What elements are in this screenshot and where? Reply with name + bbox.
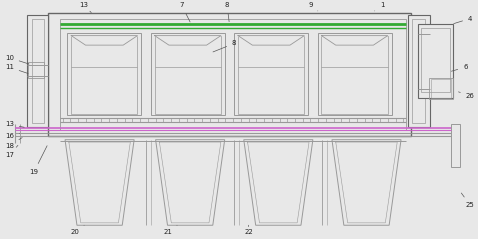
Bar	[412, 18, 425, 123]
Bar	[27, 15, 48, 127]
Text: 22: 22	[244, 225, 253, 235]
Bar	[71, 36, 138, 114]
Bar	[151, 33, 225, 115]
Text: 26: 26	[458, 92, 475, 99]
Polygon shape	[321, 36, 388, 45]
Polygon shape	[244, 140, 313, 225]
Bar	[155, 36, 221, 114]
Bar	[60, 18, 406, 130]
Polygon shape	[71, 36, 138, 45]
Text: 18: 18	[5, 138, 22, 149]
Text: 13: 13	[5, 121, 24, 127]
Bar	[234, 33, 308, 115]
Text: 1: 1	[375, 2, 384, 11]
Bar	[28, 62, 43, 78]
Bar	[67, 33, 141, 115]
Bar	[451, 124, 460, 167]
Text: 16: 16	[5, 133, 20, 139]
Bar	[421, 28, 450, 92]
Text: 4: 4	[454, 16, 472, 24]
Bar	[408, 15, 430, 127]
Polygon shape	[332, 140, 401, 225]
Text: 25: 25	[461, 193, 475, 208]
Bar	[321, 36, 388, 114]
Text: 10: 10	[5, 55, 29, 64]
Text: 11: 11	[5, 64, 28, 73]
Text: 13: 13	[80, 2, 91, 13]
Text: 6: 6	[451, 64, 467, 71]
Text: 7: 7	[180, 2, 190, 22]
Text: 21: 21	[163, 225, 177, 235]
Text: 17: 17	[5, 145, 18, 158]
Text: 20: 20	[70, 225, 84, 235]
Bar	[318, 33, 391, 115]
Text: 19: 19	[30, 146, 47, 175]
Text: 8: 8	[213, 40, 237, 52]
Bar	[429, 78, 454, 99]
Text: 9: 9	[308, 2, 318, 11]
Bar	[418, 24, 454, 98]
Polygon shape	[155, 36, 221, 45]
Polygon shape	[156, 140, 225, 225]
Bar	[48, 13, 411, 136]
Polygon shape	[238, 36, 304, 45]
Bar	[238, 36, 304, 114]
Bar	[431, 79, 451, 98]
Text: 8: 8	[225, 2, 229, 22]
Bar	[32, 18, 43, 123]
Polygon shape	[65, 140, 134, 225]
